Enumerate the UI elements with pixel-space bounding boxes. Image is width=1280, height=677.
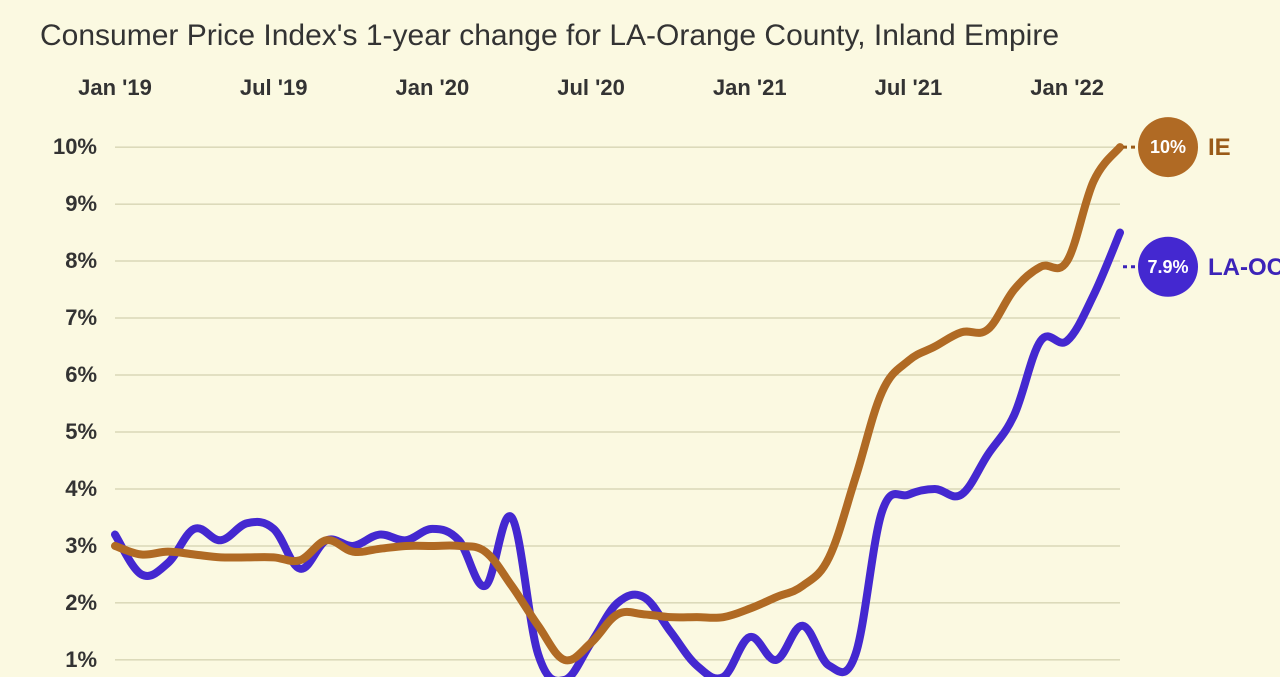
cpi-line-chart: 1% 2% 3% 4% 5% 6% 7% 8% 9% 10% Jan '19 Jul '19 Jan '… (0, 0, 1280, 677)
x-axis-label: Jul '20 (557, 75, 625, 100)
end-bubble-value-ie: 10% (1150, 137, 1186, 157)
x-axis-label: Jan '21 (713, 75, 787, 100)
y-axis-label: 6% (65, 362, 97, 387)
y-axis-label: 8% (65, 248, 97, 273)
y-axis-label: 1% (65, 647, 97, 672)
series-label-ie: IE (1208, 134, 1231, 161)
y-axis-label: 5% (65, 419, 97, 444)
y-axis-label: 4% (65, 476, 97, 501)
y-axis-label: 9% (65, 191, 97, 216)
x-axis-label: Jan '22 (1030, 75, 1104, 100)
x-axis-label: Jul '21 (875, 75, 943, 100)
x-axis-label: Jan '20 (396, 75, 470, 100)
chart-title: Consumer Price Index's 1-year change for… (40, 19, 1059, 52)
end-bubble-value-la-oc: 7.9% (1147, 257, 1188, 277)
y-axis-label: 2% (65, 590, 97, 615)
series-label-la-oc: LA-OC (1208, 254, 1280, 281)
chart-background (0, 0, 1280, 677)
x-axis-label: Jul '19 (240, 75, 308, 100)
y-axis-label: 7% (65, 305, 97, 330)
x-axis-label: Jan '19 (78, 75, 152, 100)
y-axis-label: 3% (65, 533, 97, 558)
y-axis-label: 10% (53, 134, 97, 159)
